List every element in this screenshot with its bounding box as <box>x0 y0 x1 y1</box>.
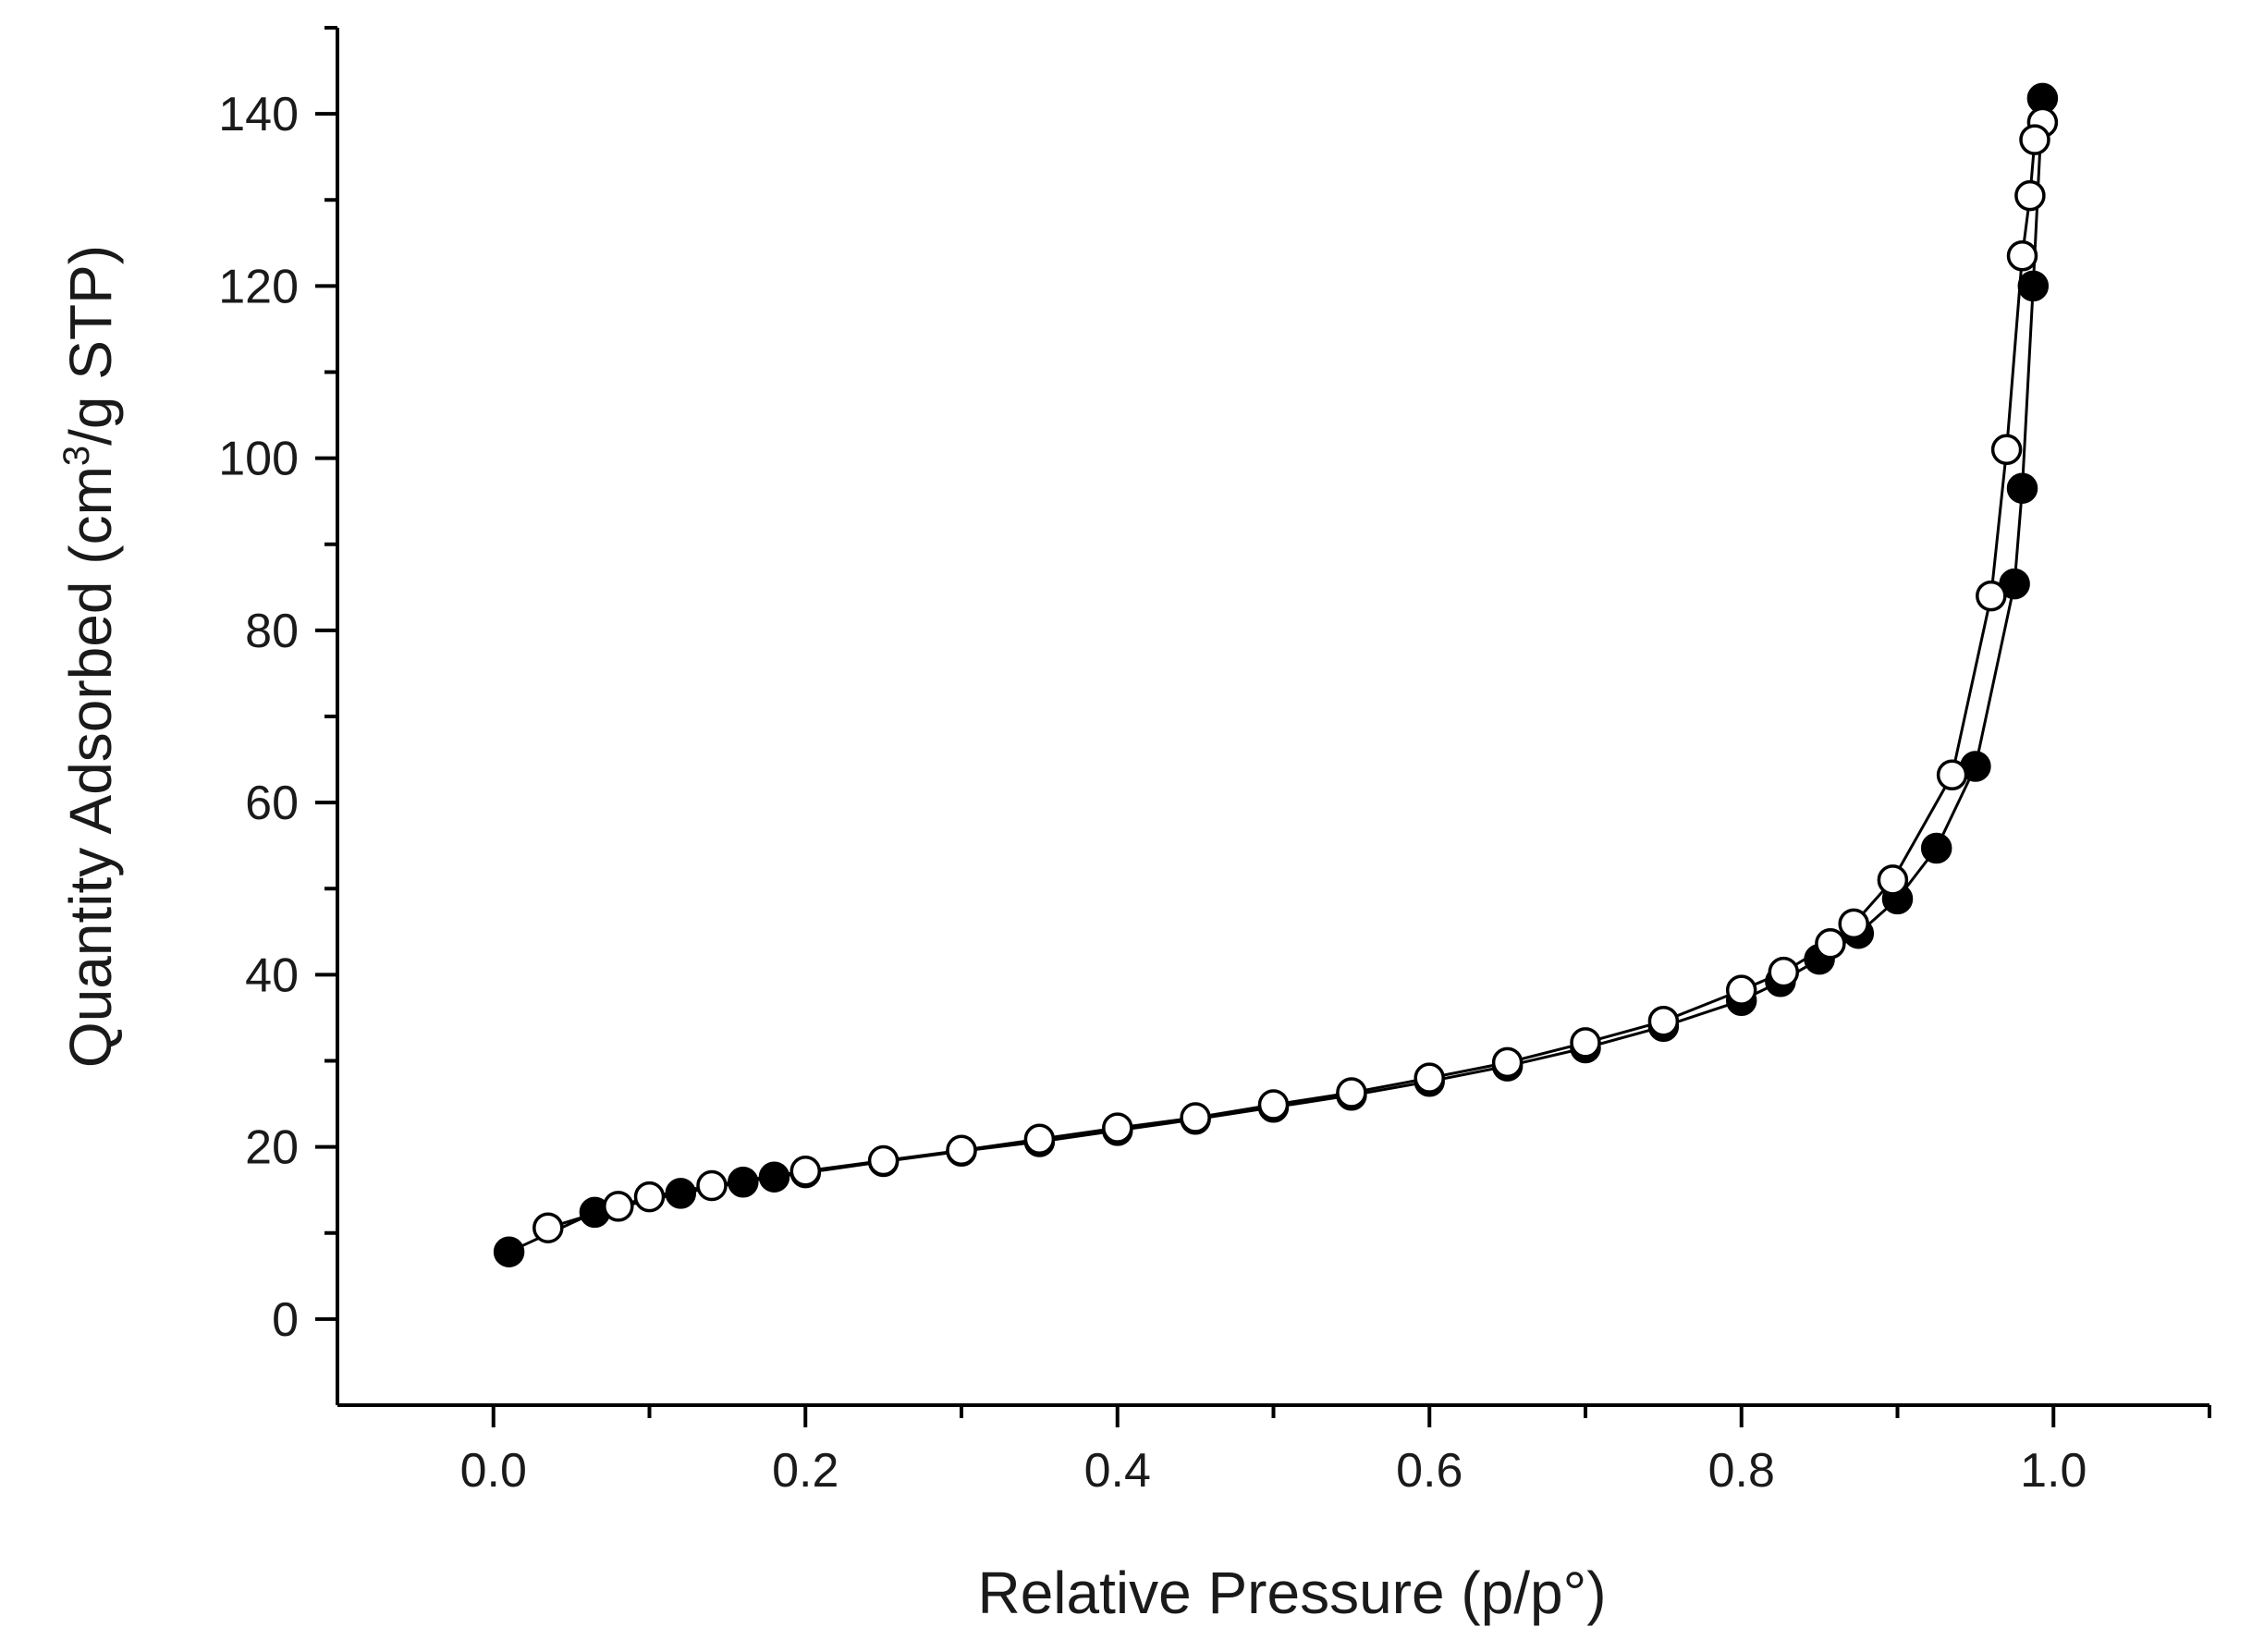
desorption-point <box>867 1144 900 1177</box>
desorption-point <box>946 1134 977 1167</box>
adsorption-point <box>2017 270 2050 302</box>
plot-series <box>493 82 2059 1267</box>
y-tick-label: 100 <box>218 433 299 486</box>
adsorption-point <box>665 1178 697 1209</box>
desorption-point <box>1936 759 1968 791</box>
x-tick-label: 0.2 <box>772 1444 838 1498</box>
desorption-point <box>532 1212 564 1243</box>
desorption-point <box>1768 956 1800 988</box>
desorption-point <box>789 1155 822 1187</box>
y-tick-label: 40 <box>245 948 299 1002</box>
desorption-point <box>1725 974 1757 1006</box>
x-tick-label: 0.0 <box>460 1444 527 1498</box>
y-axis-title: Quantity Adsorbed (cm3/g STP) <box>56 245 124 1068</box>
adsorption-point <box>493 1236 525 1267</box>
desorption-point <box>2006 240 2038 272</box>
y-tick-label: 60 <box>245 777 299 830</box>
adsorption-point <box>758 1161 790 1193</box>
y-axis-title-superscript: 3 <box>56 446 97 466</box>
y-tick-label: 140 <box>218 88 299 141</box>
desorption-point <box>696 1169 728 1202</box>
desorption-point <box>1838 908 1869 940</box>
y-axis-title-part-2: /g STP) <box>57 245 124 446</box>
x-tick-label: 0.6 <box>1396 1444 1463 1498</box>
desorption-point <box>1336 1077 1367 1108</box>
adsorption-point <box>728 1167 759 1198</box>
desorption-point <box>633 1181 666 1213</box>
desorption-point <box>2014 179 2046 212</box>
desorption-point <box>1990 434 2023 466</box>
desorption-point <box>1570 1027 1601 1059</box>
adsorption-line <box>508 98 2044 1254</box>
x-axis-title: Relative Pressure (p/p°) <box>977 1560 1606 1626</box>
desorption-line <box>547 121 2044 1230</box>
y-tick-label: 20 <box>245 1121 299 1175</box>
axes: 0.0 0.2 0.4 0.6 0.8 1.0 0 20 40 60 80 100 120 140 <box>218 26 2211 1498</box>
desorption-point <box>1257 1089 1290 1120</box>
desorption-point <box>1647 1005 1680 1037</box>
adsorption-point <box>2006 472 2038 504</box>
y-tick-label: 80 <box>245 605 299 658</box>
desorption-point <box>1414 1062 1445 1094</box>
adsorption-point <box>1920 832 1952 864</box>
desorption-point <box>1976 580 2007 612</box>
y-axis-title-part-1: Quantity Adsorbed (cm <box>57 466 124 1068</box>
desorption-point <box>1815 928 1846 960</box>
x-tick-label: 0.8 <box>1708 1444 1775 1498</box>
desorption-point <box>1180 1102 1211 1133</box>
desorption-point <box>603 1191 634 1222</box>
desorption-point <box>1102 1112 1133 1144</box>
x-tick-label: 1.0 <box>2020 1444 2087 1498</box>
desorption-point <box>1491 1046 1524 1079</box>
desorption-point <box>1023 1123 1056 1155</box>
desorption-point <box>1877 864 1909 896</box>
y-tick-label: 0 <box>272 1293 299 1347</box>
desorption-point <box>2019 124 2050 155</box>
y-tick-label: 120 <box>218 260 299 313</box>
x-tick-label: 0.4 <box>1084 1444 1151 1498</box>
